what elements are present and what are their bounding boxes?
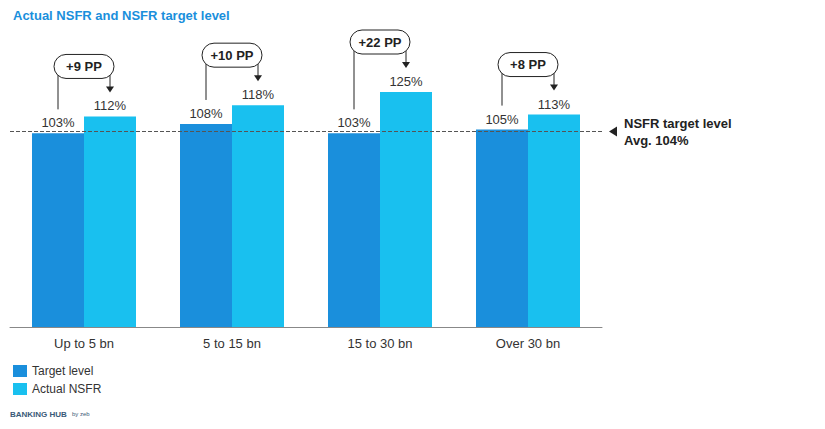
svg-text:Over 30 bn: Over 30 bn bbox=[496, 336, 560, 351]
svg-text:125%: 125% bbox=[389, 74, 423, 89]
svg-text:113%: 113% bbox=[538, 97, 571, 112]
svg-text:112%: 112% bbox=[94, 98, 127, 113]
svg-text:103%: 103% bbox=[41, 115, 75, 130]
svg-text:NSFR target level: NSFR target level bbox=[624, 116, 732, 131]
svg-text:5 to 15 bn: 5 to 15 bn bbox=[203, 336, 261, 351]
svg-text:+9 PP: +9 PP bbox=[66, 59, 102, 74]
svg-text:108%: 108% bbox=[189, 106, 223, 121]
svg-text:BANKING HUB: BANKING HUB bbox=[10, 410, 67, 419]
svg-text:103%: 103% bbox=[337, 115, 371, 130]
svg-text:118%: 118% bbox=[242, 87, 275, 102]
svg-text:+8 PP: +8 PP bbox=[510, 57, 546, 72]
svg-text:105%: 105% bbox=[485, 112, 519, 127]
svg-text:Actual NSFR and NSFR target le: Actual NSFR and NSFR target level bbox=[13, 8, 230, 23]
svg-text:Target level: Target level bbox=[32, 364, 93, 378]
svg-text:+10 PP: +10 PP bbox=[210, 48, 253, 63]
svg-text:Actual NSFR: Actual NSFR bbox=[32, 382, 102, 396]
svg-text:Avg. 104%: Avg. 104% bbox=[624, 133, 689, 148]
svg-text:15 to 30 bn: 15 to 30 bn bbox=[347, 336, 412, 351]
svg-text:+22 PP: +22 PP bbox=[358, 35, 401, 50]
svg-text:Up to 5 bn: Up to 5 bn bbox=[54, 336, 114, 351]
svg-text:by zeb: by zeb bbox=[72, 411, 90, 417]
